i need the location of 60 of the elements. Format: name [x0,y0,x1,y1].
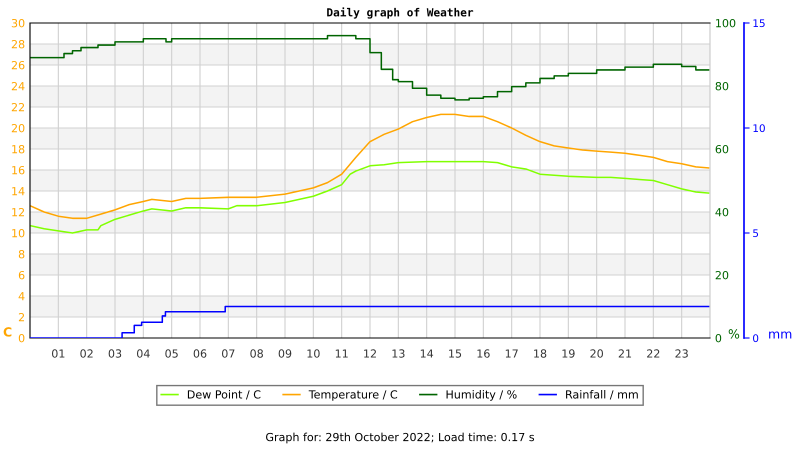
y-tick-label: 4 [18,292,25,300]
x-tick-label: 16 [477,349,490,358]
text: Graph for: 29th October 2022; Load time: 0.17 s [266,432,534,444]
x-tick-label: 07 [222,349,234,358]
y2-tick-label: 60 [716,144,728,154]
x-tick-label: 20 [590,349,603,358]
x-tick-label: 03 [108,349,122,358]
x-tick-label: 13 [392,349,405,358]
x-tick-label: 09 [278,349,292,358]
legend-label: Humidity / % [446,390,517,401]
x-tick-label: 12 [364,349,376,358]
x-tick-label: 02 [80,349,93,358]
line-series [30,160,710,234]
y2-axis-title: % [728,329,740,339]
y-tick-label: 2 [18,312,24,322]
y-tick-label: 26 [12,60,24,70]
x-tick-label: 23 [675,349,688,358]
y3-tick-label: 10 [753,124,765,132]
x-tick-label: 04 [136,349,150,358]
x-tick-label: 01 [52,349,64,358]
legend-label: Temperature / C [308,390,398,401]
y-tick-label: 30 [12,18,24,28]
y3-axis-title: mm [769,331,792,338]
y2-tick-label: 80 [716,82,728,90]
y3-tick-label: 15 [753,19,765,28]
line-series [30,114,710,220]
chart-title: Daily graph of Weather [327,7,474,19]
x-tick-label: 19 [562,349,575,358]
x-tick-label: 10 [307,349,320,358]
y-tick-label: 22 [12,102,24,112]
x-tick-label: 06 [194,349,206,358]
x-tick-label: 05 [165,349,178,358]
y-tick-label: 0 [18,334,24,342]
legend-label: Rainfall / mm [566,390,638,400]
x-tick-label: 22 [647,349,660,358]
legend-label: Dew Point / C [188,390,260,400]
y-tick-label: 24 [12,82,25,90]
y2-tick-label: 40 [715,208,728,216]
x-tick-label: 15 [449,349,462,358]
y-tick-label: 28 [12,40,24,48]
x-tick-label: 21 [618,349,632,358]
y-tick-label: 18 [12,144,24,154]
y-tick-label: 16 [12,166,24,174]
y-tick-label: 12 [12,208,24,216]
y-tick-label: 6 [18,270,24,280]
x-tick-label: 08 [250,349,263,358]
y-axis-title: C [4,327,12,337]
y2-tick-label: 0 [716,334,722,342]
y3-tick-label: 0 [753,334,758,342]
y3-tick-label: 5 [753,229,758,238]
y-tick-label: 14 [12,187,25,196]
x-tick-label: 11 [336,349,348,358]
y2-tick-label: 20 [716,270,728,280]
x-tick-label: 18 [534,349,546,358]
y-tick-label: 20 [12,124,24,132]
y-tick-label: 10 [12,228,24,238]
y-tick-label: 8 [18,250,24,258]
x-tick-label: 14 [420,349,434,358]
x-tick-label: 17 [506,349,518,358]
y2-tick-label: 100 [716,18,736,28]
